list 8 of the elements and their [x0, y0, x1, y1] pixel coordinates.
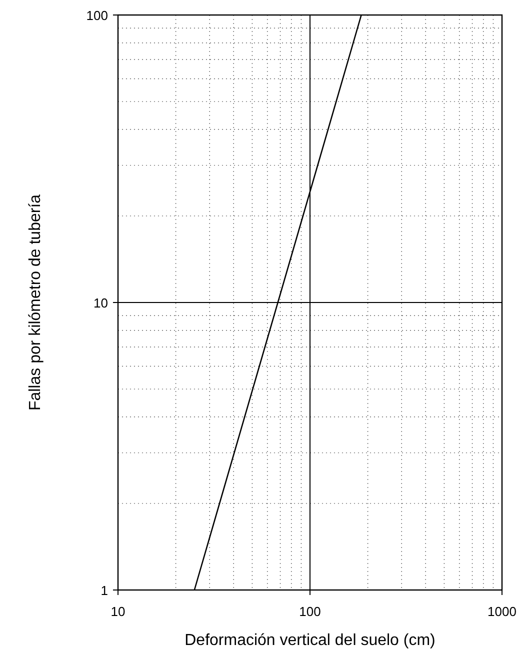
- y-tick-label: 100: [86, 8, 108, 23]
- x-tick-label: 1000: [488, 604, 516, 619]
- x-tick-label: 10: [110, 604, 126, 619]
- x-axis-title: Deformación vertical del suelo (cm): [184, 632, 436, 649]
- y-tick-label: 10: [94, 296, 108, 310]
- y-tick-label: 1: [100, 583, 108, 598]
- y-axis-title: Fallas por kilómetro de tubería: [27, 194, 44, 411]
- x-tick-label: 100: [299, 604, 321, 619]
